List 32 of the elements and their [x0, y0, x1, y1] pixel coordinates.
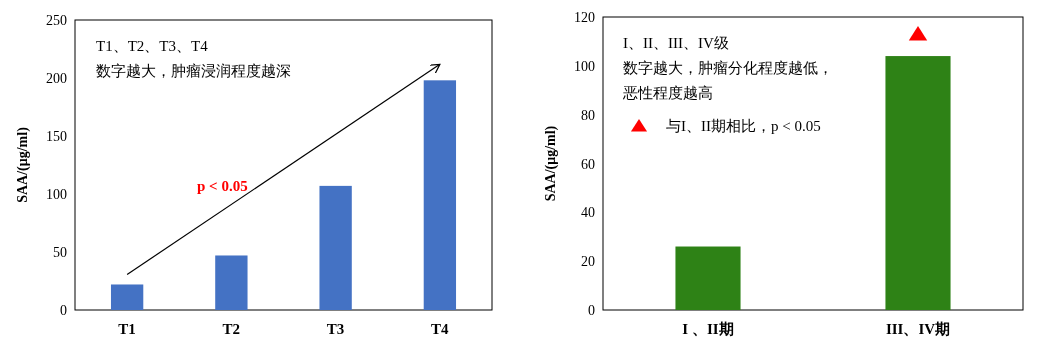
y-tick-label: 100 [574, 58, 595, 74]
y-tick-label: 120 [574, 10, 595, 25]
annotation: 数字越大，肿瘤浸润程度越深 [96, 63, 291, 79]
y-tick-label: 100 [46, 187, 67, 202]
bar [423, 80, 457, 310]
x-tick-label: III、IV期 [885, 321, 951, 337]
x-tick-label: T4 [431, 321, 450, 337]
x-tick-label: T3 [326, 321, 345, 337]
y-tick-label: 0 [60, 303, 67, 318]
annotation: T1、T2、T3、T4 [96, 38, 209, 54]
y-tick-label: 0 [588, 303, 595, 318]
y-tick-label: 150 [46, 129, 67, 144]
annotation: 数字越大，肿瘤分化程度越低， [623, 60, 833, 76]
annotation: I、II、III、IV级 [623, 35, 729, 51]
bar [215, 255, 248, 310]
bar [319, 185, 352, 310]
bar [110, 284, 144, 310]
y-tick-label: 40 [581, 205, 595, 221]
annotation: p < 0.05 [197, 178, 248, 195]
x-tick-label: T2 [222, 321, 241, 337]
y-tick-label: 250 [46, 13, 67, 28]
x-tick-label: T1 [118, 321, 136, 337]
y-tick-label: 80 [581, 107, 595, 123]
y-tick-label: 50 [53, 245, 67, 260]
y-axis-title: SAA/(μg/ml) [543, 125, 559, 202]
x-tick-label: I 、II期 [682, 321, 734, 337]
y-tick-label: 20 [581, 254, 595, 270]
legend-label: 与I、II期相比，p < 0.05 [666, 118, 821, 134]
y-tick-label: 60 [581, 156, 595, 172]
y-tick-label: 200 [46, 71, 67, 86]
annotation: 恶性程度越高 [622, 85, 713, 101]
y-axis-title: SAA/(μg/ml) [15, 126, 31, 203]
